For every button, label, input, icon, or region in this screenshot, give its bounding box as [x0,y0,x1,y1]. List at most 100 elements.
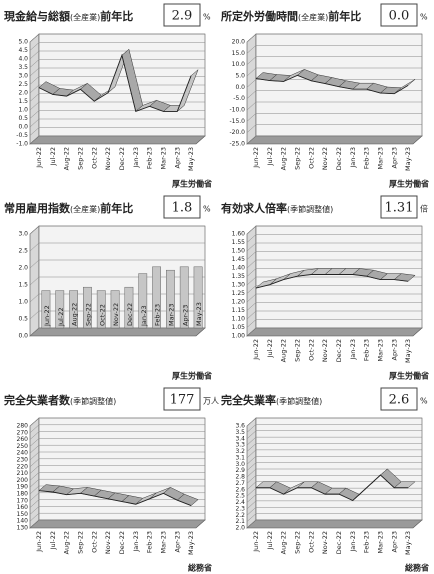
y-tick-label: 0.5 [18,316,28,323]
y-tick-label: 240 [17,450,29,457]
y-tick-label: 1.40 [232,265,246,272]
wall-grid-line [246,475,257,484]
y-tick-label: 1.00 [232,333,246,340]
y-tick-label: -0.5 [16,132,28,139]
wall-grid-line [29,310,40,320]
wall-grid-line [246,225,257,235]
x-tick-label: Jun-22 [252,531,260,553]
x-tick-label: Jul-22 [266,147,274,166]
y-tick-label: -15.0 [229,118,245,125]
title-part: (全産業) [298,12,328,22]
x-tick-label: Sep-22 [84,303,92,326]
latest-value: 0.0 [389,9,410,24]
y-tick-label: 2.0 [18,265,28,272]
bar [152,266,161,329]
wall-grid-line [29,506,40,515]
y-tick-label: 3.6 [235,423,245,430]
x-tick-label: May-23 [404,339,412,363]
x-tick-label: Jul-22 [266,531,274,550]
floor [246,327,423,337]
wall-grid-line [29,225,40,235]
x-tick-label: Apr-23 [173,531,181,552]
y-tick-label: 170 [17,497,29,504]
wall-grid-line [246,436,257,446]
floor [29,327,206,337]
y-tick-label: -5.0 [233,95,245,102]
x-tick-label: Aug-22 [280,531,288,554]
y-tick-label: 2.1 [235,518,245,525]
y-tick-label: -10.0 [229,107,245,114]
latest-value: 1.8 [172,201,193,216]
wall-grid-line [246,513,257,522]
ribbon-face [176,493,199,506]
y-tick-label: 0.5 [18,115,28,122]
x-tick-label: Dec-22 [126,303,134,326]
y-tick-label: 0.0 [18,333,28,340]
bar [124,286,134,329]
back-wall [38,417,206,521]
wall-grid-line [29,84,40,94]
x-tick-label: Dec-22 [118,147,126,170]
y-tick-label: 3.4 [235,435,245,442]
y-tick-label: 10.0 [232,61,246,68]
wall-grid-line [29,135,40,145]
y-tick-label: 180 [17,491,29,498]
y-tick-label: 210 [17,470,29,477]
x-tick-label: Jun-22 [252,147,260,169]
x-tick-label: Jun-22 [35,147,43,169]
unit: % [203,13,211,22]
y-tick-label: 3.5 [235,429,245,436]
x-tick-label: Oct-22 [98,304,106,326]
bar [96,290,106,329]
wall-grid-line [246,276,257,286]
x-tick-label: Mar-23 [167,304,175,326]
latest-value: 2.9 [172,9,193,24]
x-tick-label: Aug-22 [63,531,71,554]
y-tick-label: -25.0 [229,141,245,148]
x-tick-label: Nov-22 [104,147,112,170]
latest-box [163,3,201,27]
y-tick-label: 0.0 [18,124,28,131]
line [255,474,409,502]
unit: % [420,397,428,406]
y-tick-label: 2.3 [235,505,245,512]
title-part: (全産業) [70,12,100,22]
x-tick-label: Apr-23 [390,531,398,552]
wall-grid-line [246,259,257,269]
x-tick-label: Nov-22 [321,147,329,170]
x-tick-label: Jan-23 [132,147,140,169]
wall-grid-line [29,59,40,68]
title-part: 所定外労働時間 [221,9,298,23]
wall-grid-line [246,500,257,510]
x-tick-label: Mar-23 [376,339,384,361]
bar [138,273,148,329]
y-tick-label: 270 [17,429,29,436]
y-tick-label: 1.35 [232,273,246,280]
y-tick-label: 250 [17,443,29,450]
floor [29,135,206,145]
y-tick-label: 2.0 [235,525,245,532]
wall-grid-line [29,127,40,136]
x-tick-label: Jan-23 [132,531,140,553]
bar [55,290,65,329]
wall-grid-line [29,465,40,474]
wall-grid-line [29,327,40,337]
left-wall [246,33,257,145]
wall-grid-line [29,118,40,128]
line [38,490,192,507]
y-tick-label: 260 [17,436,29,443]
wall-grid-line [29,431,40,440]
title-part: 完全失業者数 [4,393,71,407]
y-tick-label: 2.2 [235,512,245,519]
x-tick-label: Nov-22 [321,531,329,554]
x-tick-label: Jan-23 [140,305,148,327]
floor [246,519,423,529]
wall-grid-line [29,438,40,447]
x-tick-label: Apr-23 [390,147,398,168]
y-tick-label: 150 [17,511,29,518]
panel-title: 現金給与総額(全産業)前年比 [4,9,133,23]
title-part: (季節調整値) [276,396,322,406]
source: 厚生労働省 [389,371,429,381]
wall-grid-line [29,293,40,303]
x-tick-label: May-23 [404,531,412,555]
